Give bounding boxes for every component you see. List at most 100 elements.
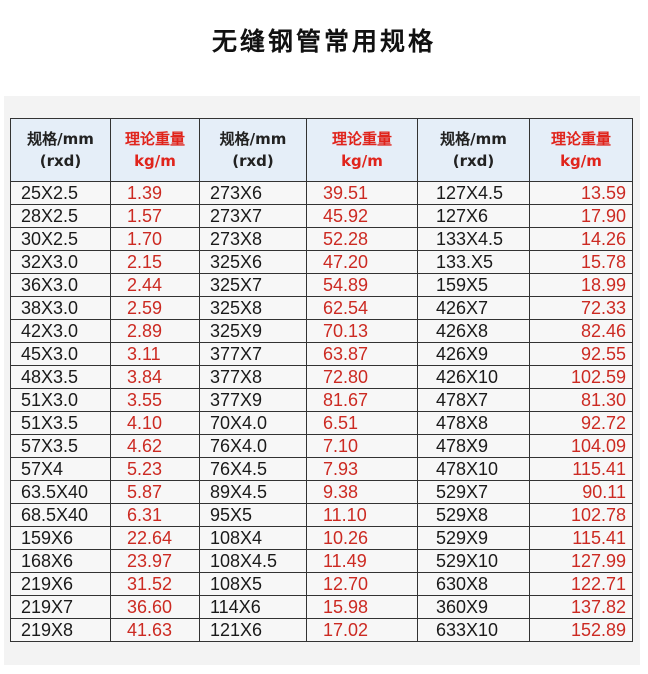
spec-cell: 45X3.0 xyxy=(10,342,111,366)
weight-cell: 11.49 xyxy=(306,549,418,573)
spec-cell: 529X9 xyxy=(417,526,530,550)
weight-cell: 1.70 xyxy=(110,227,200,251)
spec-table: 规格/mm (rxd) 理论重量 kg/m 规格/mm (rxd) 理论重量 kg/m … xyxy=(10,118,633,642)
spec-cell: 630X8 xyxy=(417,572,530,596)
spec-cell: 32X3.0 xyxy=(10,250,111,274)
spec-cell: 38X3.0 xyxy=(10,296,111,320)
weight-cell: 152.89 xyxy=(529,618,633,642)
spec-cell: 377X9 xyxy=(199,388,307,412)
weight-cell: 13.59 xyxy=(529,181,633,205)
table-row: 219X6 31.52 108X5 12.70 630X8 122.71 xyxy=(10,572,633,596)
spec-cell: 325X6 xyxy=(199,250,307,274)
weight-cell: 10.26 xyxy=(306,526,418,550)
spec-cell: 377X7 xyxy=(199,342,307,366)
spec-cell: 219X6 xyxy=(10,572,111,596)
weight-cell: 6.51 xyxy=(306,411,418,435)
spec-cell: 219X8 xyxy=(10,618,111,642)
spec-cell: 219X7 xyxy=(10,595,111,619)
weight-cell: 41.63 xyxy=(110,618,200,642)
table-row: 219X7 36.60 114X6 15.98 360X9 137.82 xyxy=(10,595,633,619)
weight-cell: 15.98 xyxy=(306,595,418,619)
weight-cell: 31.52 xyxy=(110,572,200,596)
weight-cell: 102.59 xyxy=(529,365,633,389)
spec-cell: 426X9 xyxy=(417,342,530,366)
spec-cell: 30X2.5 xyxy=(10,227,111,251)
weight-cell: 3.84 xyxy=(110,365,200,389)
spec-cell: 28X2.5 xyxy=(10,204,111,228)
spec-cell: 325X8 xyxy=(199,296,307,320)
weight-cell: 17.02 xyxy=(306,618,418,642)
spec-cell: 76X4.0 xyxy=(199,434,307,458)
spec-cell: 42X3.0 xyxy=(10,319,111,343)
weight-cell: 3.55 xyxy=(110,388,200,412)
weight-cell: 3.11 xyxy=(110,342,200,366)
weight-cell: 5.23 xyxy=(110,457,200,481)
spec-cell: 273X8 xyxy=(199,227,307,251)
spec-cell: 68.5X40 xyxy=(10,503,111,527)
spec-cell: 325X7 xyxy=(199,273,307,297)
spec-cell: 325X9 xyxy=(199,319,307,343)
spec-cell: 133.X5 xyxy=(417,250,530,274)
header-spec: 规格/mm (rxd) xyxy=(199,118,307,182)
table-row: 42X3.0 2.89 325X9 70.13 426X8 82.46 xyxy=(10,319,633,343)
weight-cell: 7.10 xyxy=(306,434,418,458)
spec-cell: 273X7 xyxy=(199,204,307,228)
spec-cell: 48X3.5 xyxy=(10,365,111,389)
table-row: 36X3.0 2.44 325X7 54.89 159X5 18.99 xyxy=(10,273,633,297)
weight-cell: 11.10 xyxy=(306,503,418,527)
table-row: 25X2.5 1.39 273X6 39.51 127X4.5 13.59 xyxy=(10,181,633,205)
weight-cell: 102.78 xyxy=(529,503,633,527)
spec-cell: 478X10 xyxy=(417,457,530,481)
weight-cell: 70.13 xyxy=(306,319,418,343)
weight-cell: 122.71 xyxy=(529,572,633,596)
header-weight: 理论重量 kg/m xyxy=(529,118,633,182)
weight-cell: 1.57 xyxy=(110,204,200,228)
spec-cell: 426X10 xyxy=(417,365,530,389)
weight-cell: 2.44 xyxy=(110,273,200,297)
spec-cell: 36X3.0 xyxy=(10,273,111,297)
weight-cell: 81.30 xyxy=(529,388,633,412)
weight-cell: 62.54 xyxy=(306,296,418,320)
spec-cell: 159X5 xyxy=(417,273,530,297)
spec-cell: 63.5X40 xyxy=(10,480,111,504)
weight-cell: 81.67 xyxy=(306,388,418,412)
spec-cell: 51X3.5 xyxy=(10,411,111,435)
spec-cell: 25X2.5 xyxy=(10,181,111,205)
table-row: 68.5X40 6.31 95X5 11.10 529X8 102.78 xyxy=(10,503,633,527)
spec-cell: 76X4.5 xyxy=(199,457,307,481)
spec-cell: 108X4.5 xyxy=(199,549,307,573)
page-title: 无缝钢管常用规格 xyxy=(211,27,436,56)
weight-cell: 82.46 xyxy=(529,319,633,343)
table-row: 63.5X40 5.87 89X4.5 9.38 529X7 90.11 xyxy=(10,480,633,504)
table-row: 57X4 5.23 76X4.5 7.93 478X10 115.41 xyxy=(10,457,633,481)
weight-cell: 39.51 xyxy=(306,181,418,205)
weight-cell: 36.60 xyxy=(110,595,200,619)
weight-cell: 22.64 xyxy=(110,526,200,550)
spec-cell: 633X10 xyxy=(417,618,530,642)
spec-cell: 159X6 xyxy=(10,526,111,550)
weight-cell: 7.93 xyxy=(306,457,418,481)
spec-cell: 127X6 xyxy=(417,204,530,228)
table-row: 57X3.5 4.62 76X4.0 7.10 478X9 104.09 xyxy=(10,434,633,458)
table-row: 219X8 41.63 121X6 17.02 633X10 152.89 xyxy=(10,618,633,642)
spec-cell: 478X8 xyxy=(417,411,530,435)
table-row: 45X3.0 3.11 377X7 63.87 426X9 92.55 xyxy=(10,342,633,366)
spec-cell: 360X9 xyxy=(417,595,530,619)
weight-cell: 63.87 xyxy=(306,342,418,366)
spec-cell: 127X4.5 xyxy=(417,181,530,205)
spec-cell: 89X4.5 xyxy=(199,480,307,504)
spec-cell: 478X9 xyxy=(417,434,530,458)
weight-cell: 4.62 xyxy=(110,434,200,458)
header-row: 规格/mm (rxd) 理论重量 kg/m 规格/mm (rxd) 理论重量 kg/m … xyxy=(10,118,633,182)
spec-cell: 529X10 xyxy=(417,549,530,573)
spec-cell: 273X6 xyxy=(199,181,307,205)
spec-cell: 133X4.5 xyxy=(417,227,530,251)
weight-cell: 104.09 xyxy=(529,434,633,458)
weight-cell: 92.55 xyxy=(529,342,633,366)
weight-cell: 45.92 xyxy=(306,204,418,228)
weight-cell: 137.82 xyxy=(529,595,633,619)
spec-cell: 114X6 xyxy=(199,595,307,619)
weight-cell: 2.59 xyxy=(110,296,200,320)
spec-cell: 529X7 xyxy=(417,480,530,504)
weight-cell: 6.31 xyxy=(110,503,200,527)
